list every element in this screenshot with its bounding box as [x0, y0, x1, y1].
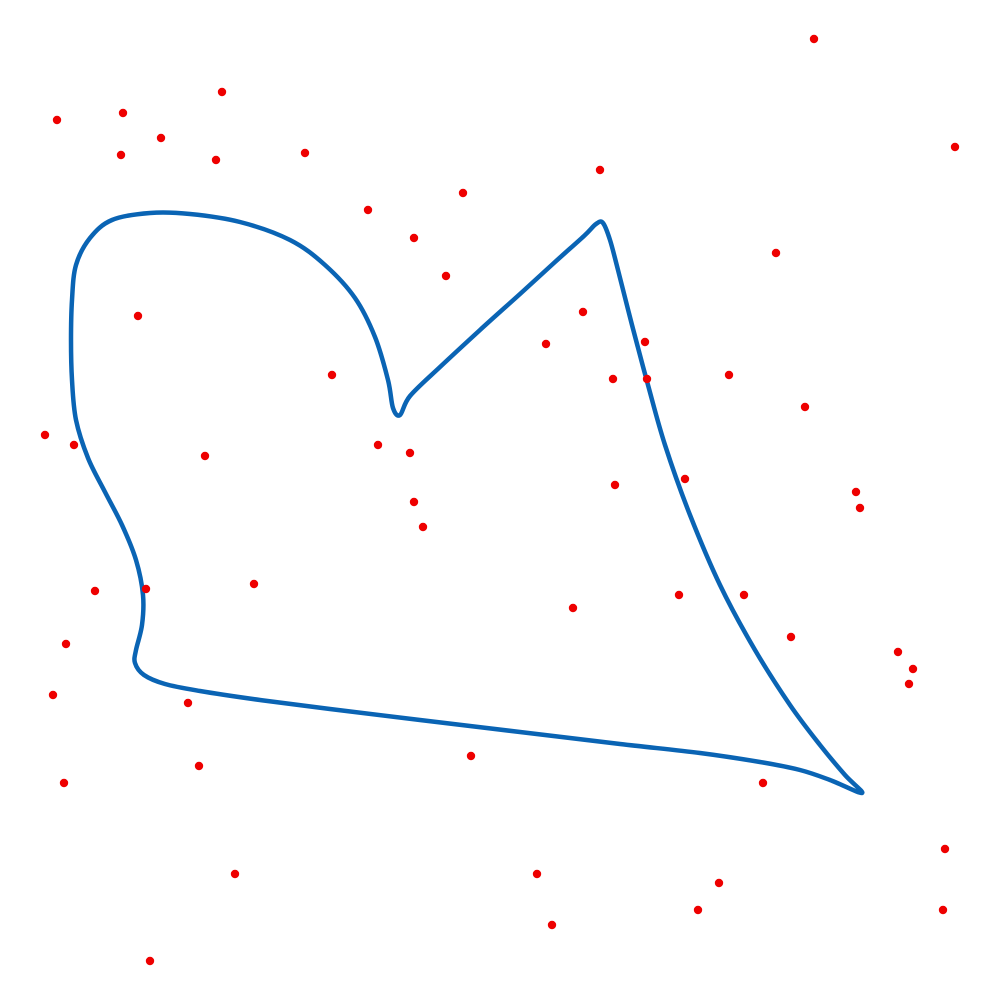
scatter-point-36 — [141, 584, 151, 594]
points-layer — [40, 34, 960, 966]
scatter-point-48 — [466, 751, 476, 761]
scatter-point-33 — [409, 497, 419, 507]
scatter-point-58 — [547, 920, 557, 930]
scatter-point-51 — [758, 778, 768, 788]
scatter-point-29 — [680, 474, 690, 484]
scatter-point-32 — [855, 503, 865, 513]
scatter-point-57 — [938, 905, 948, 915]
scatter-point-31 — [851, 487, 861, 497]
scatter-point-22 — [724, 370, 734, 380]
scatter-point-19 — [327, 370, 337, 380]
scatter-point-30 — [610, 480, 620, 490]
scatter-point-49 — [194, 761, 204, 771]
scatter-point-6 — [211, 155, 221, 165]
scatter-point-24 — [40, 430, 50, 440]
scatter-point-18 — [640, 337, 650, 347]
scatter-point-41 — [786, 632, 796, 642]
scatter-point-15 — [133, 311, 143, 321]
scatter-point-3 — [118, 108, 128, 118]
scatter-point-9 — [595, 165, 605, 175]
scatter-point-5 — [116, 150, 126, 160]
scatter-point-46 — [48, 690, 58, 700]
scatter-point-35 — [249, 579, 259, 589]
scatter-point-23 — [800, 402, 810, 412]
scatter-point-0 — [809, 34, 819, 44]
scatter-point-8 — [950, 142, 960, 152]
scatter-point-55 — [714, 878, 724, 888]
scatter-point-13 — [441, 271, 451, 281]
scatter-point-12 — [409, 233, 419, 243]
scatter-point-14 — [771, 248, 781, 258]
scatter-point-34 — [418, 522, 428, 532]
scatter-point-20 — [608, 374, 618, 384]
scatter-point-56 — [693, 905, 703, 915]
scatter-point-27 — [405, 448, 415, 458]
scatter-point-21 — [642, 374, 652, 384]
scatter-point-1 — [217, 87, 227, 97]
scatter-point-54 — [532, 869, 542, 879]
scatter-point-16 — [578, 307, 588, 317]
scatter-point-45 — [904, 679, 914, 689]
scatter-point-43 — [893, 647, 903, 657]
scatter-point-37 — [90, 586, 100, 596]
scatter-point-26 — [373, 440, 383, 450]
scatter-point-53 — [230, 869, 240, 879]
scatter-point-7 — [300, 148, 310, 158]
scatter-point-44 — [908, 664, 918, 674]
scatter-point-17 — [541, 339, 551, 349]
closed-curve — [68, 210, 865, 796]
scatter-point-10 — [458, 188, 468, 198]
scatter-point-59 — [145, 956, 155, 966]
scatter-point-2 — [52, 115, 62, 125]
scatter-point-50 — [59, 778, 69, 788]
scatter-point-28 — [200, 451, 210, 461]
scatter-point-25 — [69, 440, 79, 450]
scatter-point-39 — [674, 590, 684, 600]
scatter-point-42 — [61, 639, 71, 649]
scatter-point-38 — [568, 603, 578, 613]
scatter-point-47 — [183, 698, 193, 708]
scatter-point-4 — [156, 133, 166, 143]
scatter-point-11 — [363, 205, 373, 215]
scatter-point-52 — [940, 844, 950, 854]
scatter-point-40 — [739, 590, 749, 600]
curve-layer — [68, 210, 865, 796]
